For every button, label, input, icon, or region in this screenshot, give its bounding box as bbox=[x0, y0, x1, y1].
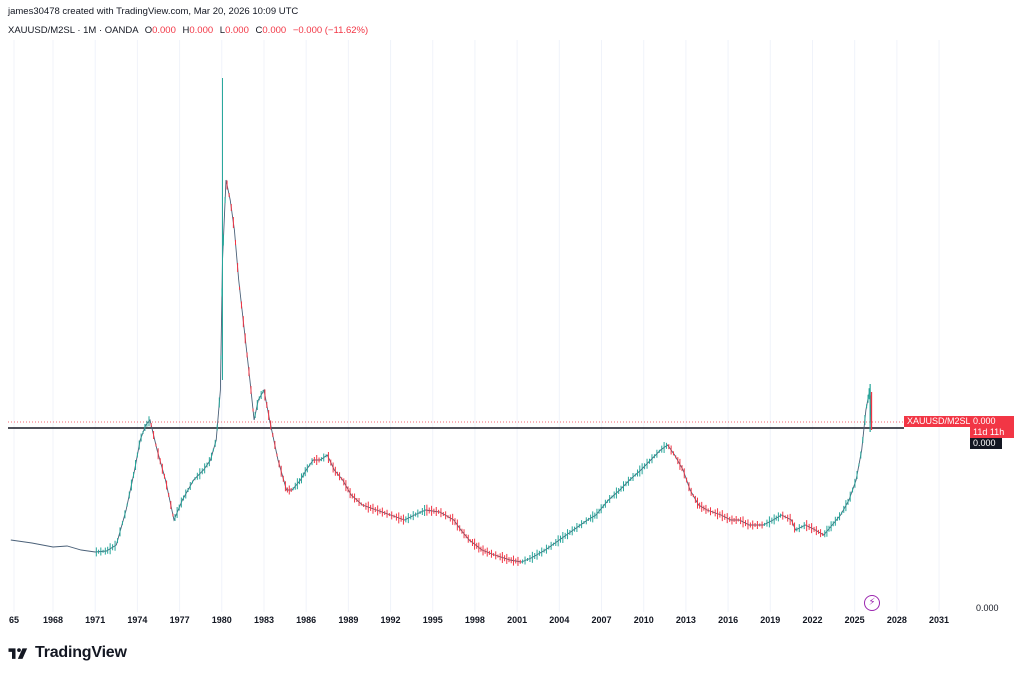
x-tick-label: 1995 bbox=[423, 615, 443, 625]
x-tick-label: 2019 bbox=[760, 615, 780, 625]
x-tick-label: 1998 bbox=[465, 615, 485, 625]
logo-text: TradingView bbox=[35, 644, 127, 661]
x-tick-label: 2004 bbox=[549, 615, 569, 625]
x-tick-label: 1989 bbox=[338, 615, 358, 625]
ohlc-high-key: H bbox=[182, 25, 190, 36]
symbol-price-tag: XAUUSD/M2SL bbox=[904, 416, 974, 427]
symbol-name[interactable]: XAUUSD/M2SL · 1M · OANDA bbox=[8, 25, 139, 36]
ohlc-open-key: O bbox=[144, 25, 153, 36]
x-tick-label: 1992 bbox=[381, 615, 401, 625]
x-tick-label: 2007 bbox=[591, 615, 611, 625]
x-tick-label: 2031 bbox=[929, 615, 949, 625]
ohlc-high-value: 0.000 bbox=[189, 25, 214, 36]
ohlc-close-key: C bbox=[255, 25, 263, 36]
price-axis-label: 0.000 bbox=[976, 603, 999, 613]
x-tick-label: 2022 bbox=[802, 615, 822, 625]
change-value: −0.000 (−11.62%) bbox=[292, 25, 369, 36]
x-tick-label: 1971 bbox=[85, 615, 105, 625]
x-tick-label: 1983 bbox=[254, 615, 274, 625]
x-tick-label: 2028 bbox=[887, 615, 907, 625]
chart-credit: james30478 created with TradingView.com,… bbox=[8, 6, 299, 17]
tradingview-logo[interactable]: TradingView bbox=[8, 644, 127, 662]
x-tick-label: 2010 bbox=[634, 615, 654, 625]
series-line bbox=[10, 179, 872, 563]
ohlc-open-value: 0.000 bbox=[152, 25, 176, 36]
x-tick-label: 2013 bbox=[676, 615, 696, 625]
ohlc-low-key: L bbox=[219, 25, 226, 36]
x-tick-label: 1980 bbox=[212, 615, 232, 625]
x-tick-label: 1986 bbox=[296, 615, 316, 625]
ohlc-close-value: 0.000 bbox=[262, 25, 287, 36]
symbol-legend: XAUUSD/M2SL · 1M · OANDA O0.000 H0.000 L… bbox=[8, 25, 368, 36]
x-tick-label: 1968 bbox=[43, 615, 63, 625]
bar-countdown-label: 11d 11h bbox=[970, 427, 1014, 438]
last-price-label: 0.000 bbox=[970, 416, 1014, 427]
x-tick-label: 65 bbox=[9, 615, 19, 625]
x-tick-label: 1977 bbox=[170, 615, 190, 625]
x-tick-label: 2025 bbox=[845, 615, 865, 625]
tradingview-logo-icon bbox=[8, 648, 28, 659]
horizontal-line-price-label: 0.000 bbox=[970, 438, 1002, 449]
x-tick-label: 2001 bbox=[507, 615, 527, 625]
x-tick-label: 1974 bbox=[127, 615, 147, 625]
ohlc-low-value: 0.000 bbox=[225, 25, 249, 36]
x-tick-label: 2016 bbox=[718, 615, 738, 625]
lightning-icon[interactable]: ⚡ bbox=[864, 595, 880, 611]
